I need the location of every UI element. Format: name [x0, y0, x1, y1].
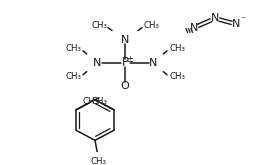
- Text: CH₃: CH₃: [169, 44, 185, 53]
- Text: N: N: [232, 19, 240, 29]
- Text: CH₃: CH₃: [83, 97, 98, 106]
- Text: N: N: [211, 14, 219, 23]
- Text: CH₃: CH₃: [169, 72, 185, 81]
- Text: N: N: [149, 58, 157, 68]
- Text: CH₃: CH₃: [65, 72, 81, 81]
- Text: CH₃: CH₃: [92, 97, 107, 106]
- Text: N: N: [121, 35, 129, 45]
- Text: O: O: [121, 81, 129, 91]
- Text: ±: ±: [127, 55, 133, 64]
- Text: CH₃: CH₃: [143, 21, 159, 30]
- Text: CH₃: CH₃: [65, 44, 81, 53]
- Text: P: P: [121, 56, 129, 69]
- Text: CH₃: CH₃: [91, 21, 107, 30]
- Text: N: N: [93, 58, 101, 68]
- Text: CH₃: CH₃: [90, 157, 106, 165]
- Text: N: N: [190, 23, 198, 33]
- Text: ⁻: ⁻: [240, 15, 246, 25]
